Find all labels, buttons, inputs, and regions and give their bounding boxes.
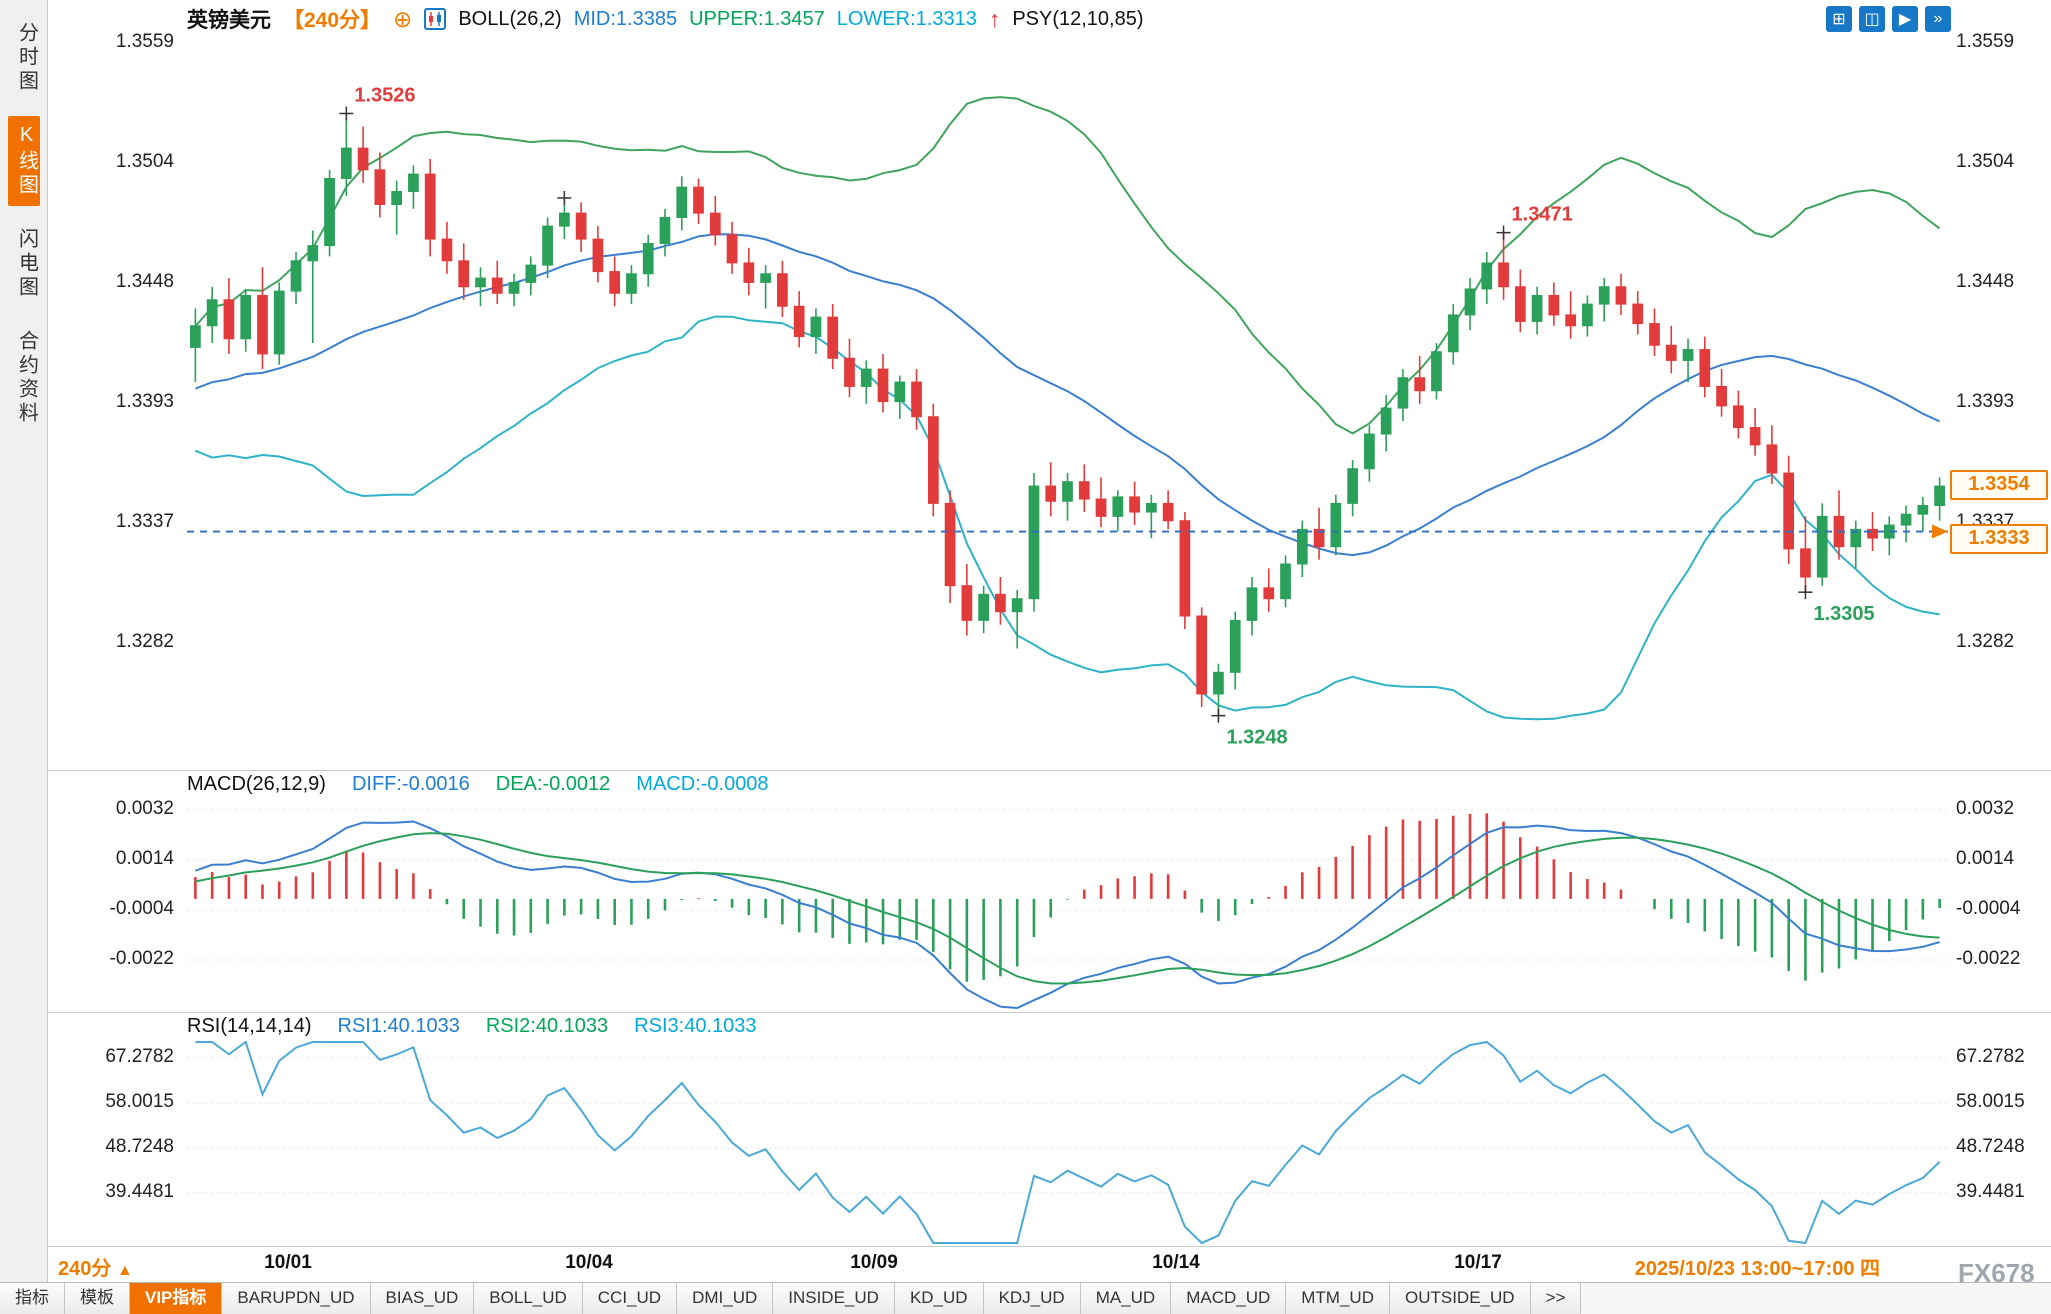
play-icon[interactable]: ▶ [1892, 6, 1918, 32]
period-selector[interactable]: 240分 ▲ [58, 1252, 133, 1281]
x-tick: 10/14 [1152, 1252, 1200, 1273]
sidebar-item-kline-chart[interactable]: K线图 [7, 116, 40, 206]
main-y-label: 1.3337 [115, 511, 174, 532]
add-indicator-icon[interactable]: ⊕ [393, 6, 413, 32]
macd-title: MACD(26,12,9) [187, 772, 326, 795]
rsi-header: RSI(14,14,14) RSI1:40.1033 RSI2:40.1033 … [187, 1014, 757, 1038]
psy-up-arrow-icon: ↑ [988, 5, 1001, 32]
macd-diff-value: DIFF:-0.0016 [351, 772, 470, 795]
rsi-y-label: 48.7248 [105, 1136, 174, 1157]
rsi3-value: RSI3:40.1033 [634, 1014, 757, 1037]
macd-y-label: 0.0014 [115, 848, 174, 869]
main-y-label: 1.3448 [115, 271, 174, 292]
main-y-label: 1.3282 [115, 631, 174, 652]
tab-bias[interactable]: BIAS_UD [370, 1283, 475, 1314]
tab-boll[interactable]: BOLL_UD [474, 1283, 583, 1314]
macd-y-label: -0.0004 [109, 898, 174, 919]
x-tick: 10/09 [850, 1252, 898, 1273]
tab-indicator[interactable]: 指标 [0, 1283, 65, 1314]
layout-split-icon[interactable]: ◫ [1859, 6, 1885, 32]
layout-grid-icon[interactable]: ⊞ [1826, 6, 1852, 32]
boll-upper-value: UPPER:1.3457 [689, 7, 825, 30]
rsi-y-label-right: 39.4481 [1956, 1181, 2025, 1202]
divider [0, 770, 2051, 771]
tab-barupdn[interactable]: BARUPDN_UD [222, 1283, 371, 1314]
svg-text:1.3248: 1.3248 [1226, 727, 1287, 749]
divider [0, 1246, 2051, 1247]
macd-y-label-right: -0.0022 [1956, 948, 2021, 969]
macd-dea-value: DEA:-0.0012 [495, 772, 611, 795]
sidebar-item-time-chart[interactable]: 分时图 [15, 22, 38, 94]
x-tick: 10/01 [264, 1252, 312, 1273]
tab-mtm[interactable]: MTM_UD [1286, 1283, 1390, 1314]
main-y-label-right: 1.3282 [1956, 631, 2015, 652]
period-label: 【240分】 [283, 9, 382, 32]
boll-mid-value: MID:1.3385 [573, 7, 678, 30]
tab-kdj[interactable]: KDJ_UD [983, 1283, 1081, 1314]
macd-y-label-right: 0.0032 [1956, 798, 2015, 819]
macd-y-label: -0.0022 [109, 948, 174, 969]
boll-label: BOLL(26,2) [458, 7, 562, 30]
tab-macd[interactable]: MACD_UD [1171, 1283, 1287, 1314]
main-y-label-right: 1.3393 [1956, 391, 2015, 412]
macd-y-label: 0.0032 [115, 798, 174, 819]
main-y-label: 1.3393 [115, 391, 174, 412]
macd-y-label-right: -0.0004 [1956, 898, 2021, 919]
rsi-y-label: 58.0015 [105, 1091, 174, 1112]
next-icon[interactable]: » [1925, 6, 1951, 32]
chart-header: 英镑美元 【240分】 ⊕ BOLL(26,2) MID:1.3385 UPPE… [187, 4, 1144, 34]
macd-header: MACD(26,12,9) DIFF:-0.0016 DEA:-0.0012 M… [187, 772, 769, 796]
chart-canvas[interactable]: 1.3526 1.3471 1.3248 1.3305 [0, 0, 2051, 1280]
tab-cci[interactable]: CCI_UD [582, 1283, 678, 1314]
macd-macd-value: MACD:-0.0008 [636, 772, 769, 795]
reference-price-tag: 1.3333 [1950, 524, 2048, 554]
tab-vip-indicator[interactable]: VIP指标 [130, 1283, 223, 1314]
main-y-label: 1.3504 [115, 151, 174, 172]
rsi-title: RSI(14,14,14) [187, 1014, 312, 1037]
sidebar-item-contract-info[interactable]: 合约资料 [15, 330, 38, 426]
sidebar-item-lightning-chart[interactable]: 闪电图 [15, 228, 38, 300]
up-triangle-icon: ▲ [116, 1262, 133, 1279]
tab-kd[interactable]: KD_UD [894, 1283, 984, 1314]
divider [0, 1012, 2051, 1013]
tab-template[interactable]: 模板 [65, 1283, 130, 1314]
main-y-label-right: 1.3559 [1956, 31, 2015, 52]
last-price-tag: 1.3354 [1950, 470, 2048, 500]
x-tick: 10/17 [1454, 1252, 1502, 1273]
candlestick-chart-icon[interactable] [424, 8, 447, 30]
left-sidebar: 分时图 K线图 闪电图 合约资料 [0, 0, 48, 1313]
rsi-y-label-right: 48.7248 [1956, 1136, 2025, 1157]
current-bar-datetime: 2025/10/23 13:00~17:00 四 [1634, 1258, 1880, 1280]
psy-label: PSY(12,10,85) [1012, 7, 1144, 30]
rsi2-value: RSI2:40.1033 [485, 1014, 609, 1037]
tab-ma[interactable]: MA_UD [1080, 1283, 1172, 1314]
svg-text:1.3526: 1.3526 [354, 84, 415, 106]
tab-more[interactable]: >> [1530, 1283, 1582, 1314]
svg-text:1.3305: 1.3305 [1813, 603, 1874, 625]
boll-lower-value: LOWER:1.3313 [836, 7, 977, 30]
period-selector-label: 240分 [58, 1258, 112, 1280]
rsi-y-label-right: 58.0015 [1956, 1091, 2025, 1112]
main-y-label: 1.3559 [115, 31, 174, 52]
indicator-tabbar: 指标 模板 VIP指标 BARUPDN_UD BIAS_UD BOLL_UD C… [0, 1282, 2051, 1314]
x-tick: 10/04 [565, 1252, 613, 1273]
main-y-label-right: 1.3448 [1956, 271, 2015, 292]
tab-dmi[interactable]: DMI_UD [677, 1283, 774, 1314]
macd-y-label-right: 0.0014 [1956, 848, 2015, 869]
svg-text:1.3471: 1.3471 [1512, 204, 1573, 226]
symbol-name: 英镑美元 [187, 9, 271, 32]
layout-toolbar: ⊞ ◫ ▶ » [1826, 6, 1951, 32]
rsi-y-label-right: 67.2782 [1956, 1046, 2025, 1067]
tab-outside[interactable]: OUTSIDE_UD [1389, 1283, 1531, 1314]
rsi-y-label: 39.4481 [105, 1181, 174, 1202]
rsi-y-label: 67.2782 [105, 1046, 174, 1067]
main-y-label-right: 1.3504 [1956, 151, 2015, 172]
rsi1-value: RSI1:40.1033 [337, 1014, 460, 1037]
tab-inside[interactable]: INSIDE_UD [773, 1283, 895, 1314]
